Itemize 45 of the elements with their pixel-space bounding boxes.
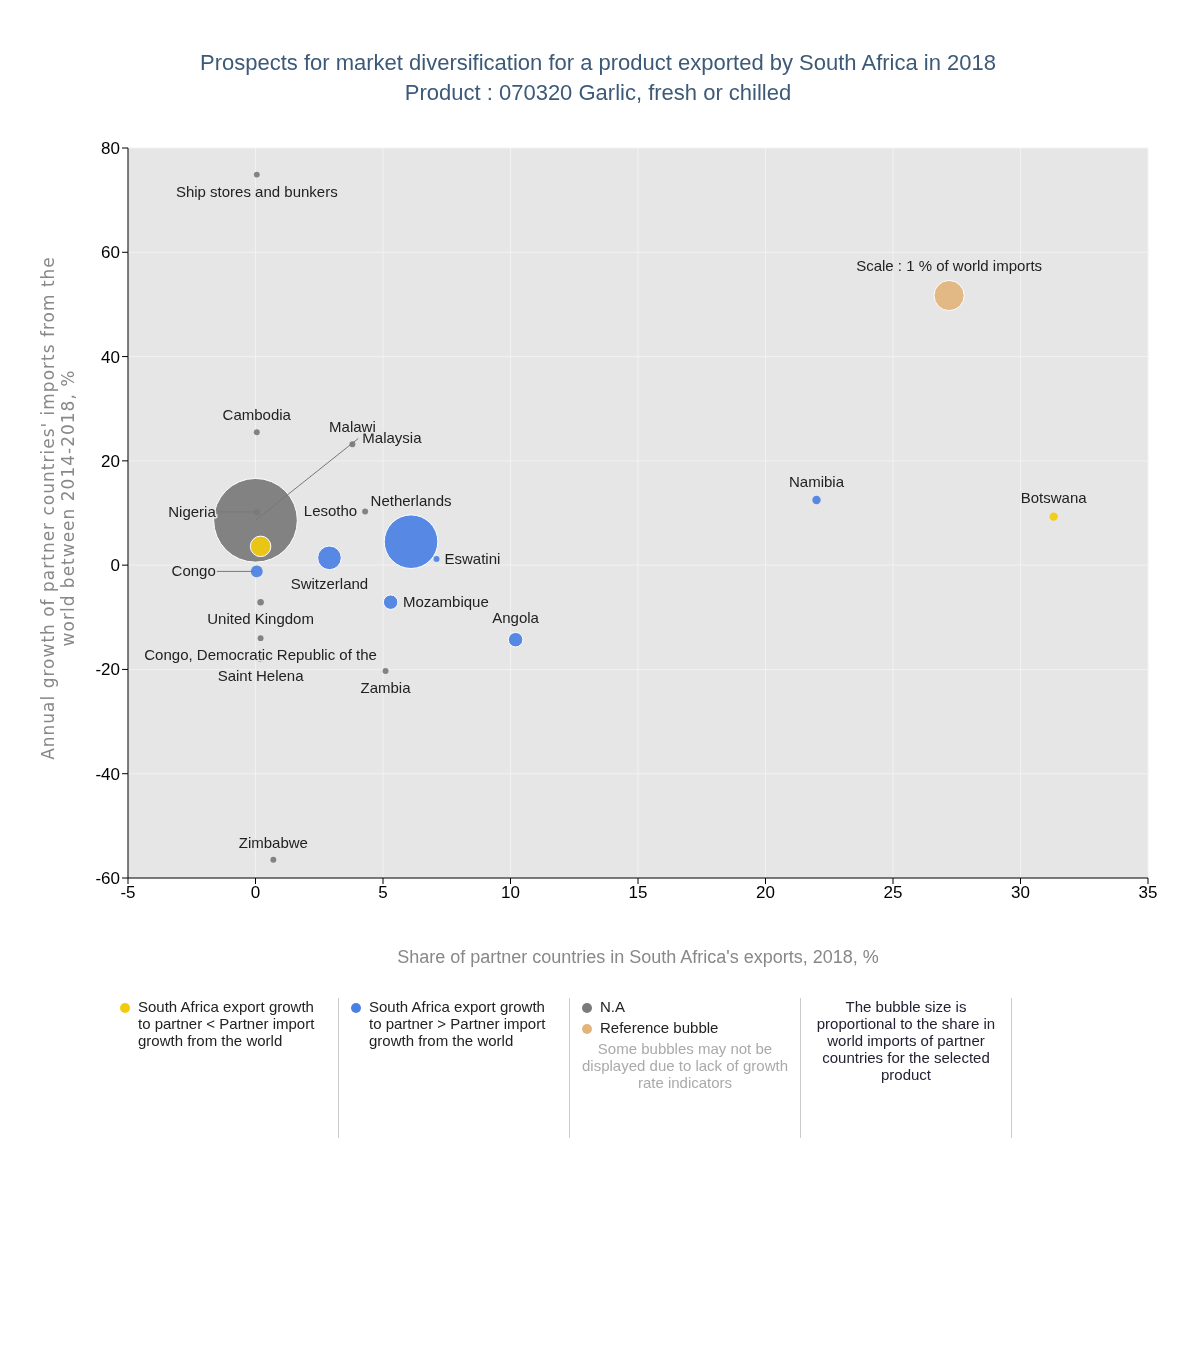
annotation: Cambodia [222,406,292,424]
text: The bubble size is proportional to the share in world imports of partner countries for the selected product [801,998,1012,1138]
annotation: Netherlands [370,491,452,509]
x-tick-label: 25 [883,883,903,903]
chart-title: Prospects for market diversification for a product exported by South Africa in 2018 [198,49,998,77]
x-tick-label: 35 [1138,883,1158,903]
annotation: Zimbabwe [238,833,308,851]
y-tick-label: 40 [101,347,120,367]
x-tick-label: -5 [120,883,136,903]
x-axis-title: Share of partner countries in South Africa's exports, 2018, % [397,947,879,967]
annotation: Namibia [788,472,845,490]
x-tick-label: 5 [378,883,388,903]
x-tick-label: 30 [1011,883,1030,903]
x-tick-label: 0 [250,883,261,903]
y-tick-label: -60 [95,869,120,889]
legend-label: South Africa export growth to partner > Partner import growth from the world [369,998,547,1049]
annotation: Zambia [360,678,412,696]
annotation: Mozambique [402,593,489,611]
y-axis-title: Annual growth of partner countries' imports from the world between 2014-2018, % [38,255,78,762]
text: Some bubbles may not be displayed due to lack of growth rate indicators [581,1040,789,1091]
annotation: Congo [171,562,216,580]
y-tick-label: -40 [95,764,120,784]
annotation: Nigeria [168,502,217,520]
annotation: Ship stores and bunkers [175,182,338,200]
annotation: Switzerland [290,574,369,592]
annotation: Lesotho [303,502,358,520]
y-tick-label: 80 [101,139,120,159]
annotation: Saint Helena [217,666,305,684]
x-tick-label: 15 [628,883,648,903]
legend-label: South Africa export growth to partner < Partner import growth from the world [138,998,316,1049]
x-tick-label: 10 [501,883,520,903]
chart-subtitle: Product : 070320 Garlic, fresh or chilled [403,79,793,107]
y-tick-label: 60 [101,243,120,263]
y-tick-label: 0 [110,556,120,576]
annotation: United Kingdom [207,610,314,628]
y-tick-label: -20 [95,660,120,680]
annotation: Congo, Democratic Republic of the [144,646,377,664]
legend-label: Reference bubble [600,1019,719,1036]
x-tick-label: 20 [756,883,775,903]
annotation: Angola [492,609,540,627]
annotation: Eswatini [444,549,501,567]
annotation: Botswana [1020,489,1088,507]
y-tick-label: 20 [101,451,120,471]
legend-label: N.A [600,998,626,1015]
annotation: Scale : 1 % of world imports [856,257,1043,275]
